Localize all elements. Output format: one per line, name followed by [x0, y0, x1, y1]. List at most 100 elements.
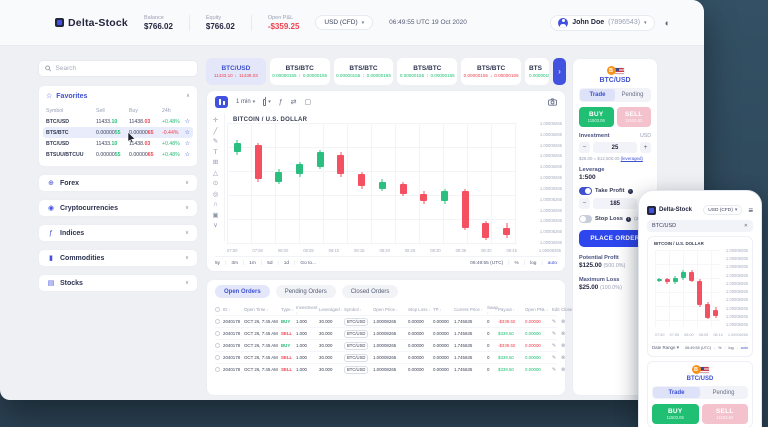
edit-icon[interactable]: ✎ — [552, 366, 557, 373]
sidebar-item-indices[interactable]: ƒ Indices ∨ — [38, 224, 198, 242]
lock-icon[interactable]: ▣ — [212, 211, 219, 219]
range-5y[interactable]: 5y — [215, 260, 221, 266]
%-toggle[interactable]: % — [718, 346, 722, 350]
fullscreen-icon[interactable]: ▢ — [304, 99, 312, 106]
phone-chart[interactable]: BITCOIN / U.S. DOLLAR 1.00008265 1.000082… — [652, 240, 748, 340]
table-row[interactable]: 2040178 OCT 26, 7:45 AM SELL 1.000 30.000 BTC… — [215, 327, 565, 339]
auto-toggle[interactable]: auto — [740, 346, 748, 350]
column-leveraged[interactable]: Leveraged ↕ — [319, 307, 343, 312]
sidebar-item-cryptocurrencies[interactable]: ◉ Cryptocurrencies ∨ — [38, 199, 198, 217]
column-open-price[interactable]: Open Price ↕ — [373, 307, 398, 312]
row-checkbox[interactable] — [215, 367, 220, 372]
brush-icon[interactable]: ✎ — [212, 138, 219, 145]
column-swap[interactable]: Swap ↕ — [487, 304, 498, 315]
close-order-icon[interactable]: ⊗ — [561, 318, 566, 325]
orders-tab-closed-orders[interactable]: Closed Orders — [341, 285, 399, 298]
column-open-pnl[interactable]: Open PNL ↕ — [525, 307, 549, 312]
edit-icon[interactable]: ✎ — [552, 342, 557, 349]
phone-symbol-input[interactable] — [652, 223, 744, 229]
column-edit[interactable]: Edit — [552, 307, 560, 312]
tab-trade[interactable]: Trade — [580, 89, 615, 101]
more-icon[interactable]: ∨ — [213, 222, 218, 229]
pattern-icon[interactable]: ⊞ — [212, 159, 219, 166]
measure-icon[interactable]: ⊙ — [212, 180, 219, 187]
phone-currency-selector[interactable]: USD (CFD) ▾ — [703, 205, 743, 215]
row-checkbox[interactable] — [215, 319, 220, 324]
compare-icon[interactable]: ⇄ — [290, 99, 297, 106]
edit-icon[interactable]: ✎ — [552, 330, 557, 337]
sell-button[interactable]: SELL 11503.62 — [616, 107, 651, 127]
increase-button[interactable]: + — [640, 142, 651, 153]
chart-type-button[interactable] — [215, 96, 228, 108]
table-row[interactable]: 2040178 OCT 26, 7:45 AM BUY 1.000 30.000 BTC/… — [215, 315, 565, 327]
symbol-tab[interactable]: BTS/BTC 0.00000155 ↑ 0.00000165 — [333, 58, 394, 85]
symbol-tab[interactable]: BTS/BTC 0.00000155 ↓ 0.00000165 — [461, 58, 521, 85]
indicators-icon[interactable]: ƒ — [278, 98, 283, 106]
close-order-icon[interactable]: ⊗ — [561, 342, 566, 349]
star-icon[interactable]: ☆ — [184, 130, 190, 136]
interval-selector[interactable]: 1 min ▾ — [236, 99, 255, 105]
favorites-header[interactable]: ☆ Favorites ∧ — [46, 92, 190, 101]
column-investment[interactable]: Investment ↕ — [296, 304, 318, 315]
column-current-price[interactable]: Current Price ↕ — [454, 307, 483, 312]
next-tabs-button[interactable]: › — [552, 58, 566, 85]
buy-button[interactable]: BUY 11503.06 — [652, 404, 699, 424]
close-order-icon[interactable]: ⊗ — [561, 366, 566, 373]
%-toggle[interactable]: % — [514, 260, 519, 266]
trend-line-icon[interactable]: ╱ — [213, 127, 218, 135]
close-icon[interactable]: ✕ — [743, 223, 748, 229]
table-row[interactable]: 2040178 OCT 26, 7:45 AM BUY 1.000 30.000 BTC/… — [215, 339, 565, 351]
tab-pending[interactable]: Pending — [621, 92, 644, 98]
info-icon[interactable]: i — [627, 188, 633, 194]
column-close[interactable]: Close — [561, 307, 573, 312]
table-row[interactable]: 2040178 OCT 26, 7:45 AM SELL 1.000 30.000 BTC… — [215, 351, 565, 363]
range-Go to...[interactable]: Go to... — [300, 260, 317, 266]
symbol-tab[interactable]: BTS/BTC 0.00000155 ↑ 0.00000165 — [397, 58, 458, 85]
date-range-selector[interactable]: Date Range ▾ — [652, 345, 679, 351]
sidebar-item-stocks[interactable]: ▤ Stocks ∨ — [38, 274, 198, 292]
table-row[interactable]: 2040178 OCT 26, 7:45 AM SELL 1.000 30.000 BTC… — [215, 363, 565, 375]
magnet-icon[interactable]: ∩ — [213, 201, 218, 208]
edit-icon[interactable]: ✎ — [552, 318, 557, 325]
range-5d[interactable]: 5d — [267, 260, 273, 266]
star-icon[interactable]: ☆ — [184, 141, 190, 147]
column-symbol[interactable]: Symbol ↕ — [344, 307, 362, 312]
row-checkbox[interactable] — [215, 331, 220, 336]
select-all-checkbox[interactable] — [215, 307, 220, 312]
star-icon[interactable]: ☆ — [184, 152, 190, 158]
phone-symbol-bar[interactable]: ✕ — [647, 220, 753, 232]
orders-tab-pending-orders[interactable]: Pending Orders — [275, 285, 336, 298]
column-type[interactable]: Type ↕ — [281, 307, 294, 312]
column-payout[interactable]: Payout ↕ — [498, 307, 515, 312]
row-checkbox[interactable] — [215, 355, 220, 360]
column-open-time[interactable]: Open Time ↕ — [244, 307, 269, 312]
time-axis[interactable]: 07:50 07:55 08:00 08:05 08:10 08:15 08:20 08:25… — [227, 246, 561, 254]
search-box[interactable] — [38, 60, 198, 77]
take-profit-value[interactable]: 185 — [593, 198, 637, 209]
currency-selector[interactable]: USD (CFD) ▾ — [315, 15, 374, 30]
orders-tab-open-orders[interactable]: Open Orders — [215, 285, 270, 298]
column-tp[interactable]: TP ↕ — [433, 307, 442, 312]
sidebar-item-commodities[interactable]: ▮ Commodities ∨ — [38, 249, 198, 267]
info-icon[interactable]: i — [626, 216, 632, 222]
log-toggle[interactable]: log — [530, 260, 537, 266]
column-id[interactable]: ID ↕ — [223, 307, 231, 312]
symbol-tab[interactable]: BTS/BTC 0.00000155 ↑ 0.00000165 — [269, 58, 330, 85]
auto-toggle[interactable]: auto — [547, 260, 557, 266]
theme-toggle-icon[interactable]: ◐ — [664, 17, 670, 28]
buy-button[interactable]: BUY 11503.06 — [579, 107, 614, 127]
range-3m[interactable]: 3m — [231, 260, 238, 266]
column-stop-loss[interactable]: Stop Loss ↕ — [408, 307, 431, 312]
favorites-row[interactable]: BTC/USD 11433.10 11438.03 +0.48% ☆ — [46, 138, 190, 149]
account-selector[interactable]: John Doe (7896543) ▾ — [550, 14, 655, 31]
decrease-button[interactable]: − — [579, 198, 590, 209]
search-input[interactable] — [55, 65, 191, 72]
phone-tab-pending[interactable]: Pending — [712, 389, 735, 396]
take-profit-toggle[interactable] — [579, 187, 592, 195]
candle-style-selector[interactable]: ▾ — [263, 97, 271, 106]
phone-tab-trade[interactable]: Trade — [653, 387, 700, 398]
row-checkbox[interactable] — [215, 343, 220, 348]
close-order-icon[interactable]: ⊗ — [561, 330, 566, 337]
range-1d[interactable]: 1d — [283, 260, 290, 266]
hamburger-menu-icon[interactable]: ≡ — [748, 205, 753, 215]
